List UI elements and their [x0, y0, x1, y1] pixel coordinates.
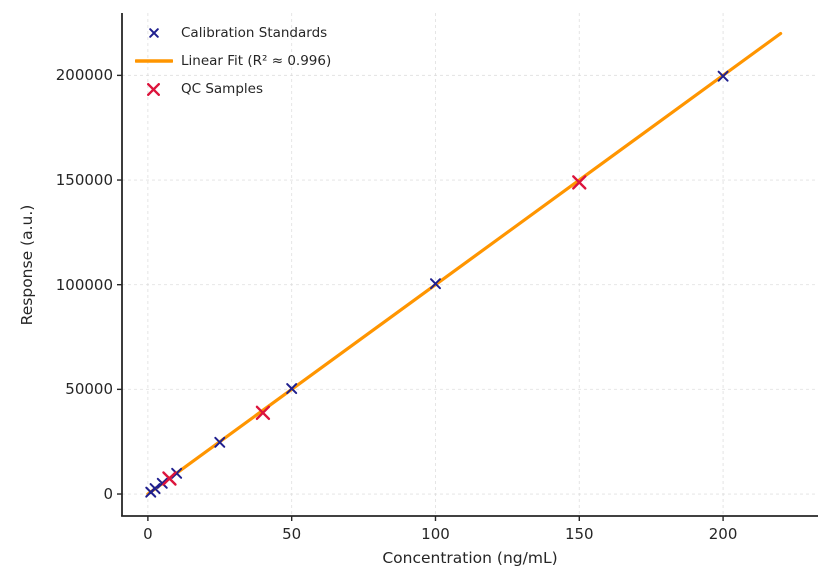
x-tick-label: 200	[708, 525, 738, 543]
calibration-point	[214, 436, 226, 448]
y-tick-label: 0	[103, 485, 113, 504]
legend-label: QC Samples	[181, 81, 263, 97]
calibration-point	[149, 483, 161, 495]
x-tick-label: 100	[421, 525, 450, 543]
qc-sample-point	[255, 405, 271, 421]
calibration-point	[717, 70, 729, 82]
calibration-point	[171, 467, 183, 479]
legend-x-marker-icon	[130, 28, 177, 38]
x-tick-label: 0	[143, 525, 153, 543]
legend-item-1: Linear Fit (R² ≈ 0.996)	[130, 47, 331, 75]
fit-line	[146, 31, 783, 496]
legend-item-0: Calibration Standards	[130, 19, 331, 47]
legend: Calibration Standards Linear Fit (R² ≈ 0.…	[130, 19, 331, 103]
qc-sample-point	[572, 175, 587, 190]
legend-line-sample	[130, 57, 177, 65]
legend-x-marker-icon	[130, 82, 177, 96]
calibration-point	[429, 278, 441, 290]
legend-item-2: QC Samples	[130, 75, 331, 103]
y-tick-label: 100000	[55, 275, 113, 294]
calibration-point	[286, 383, 298, 395]
legend-label: Calibration Standards	[181, 25, 328, 41]
calibration-point	[156, 477, 168, 489]
y-tick-label: 150000	[55, 171, 113, 190]
y-tick-label: 200000	[55, 66, 113, 85]
x-tick-label: 150	[564, 525, 594, 543]
qc-sample-point	[162, 471, 177, 486]
x-tick-label: 50	[282, 525, 302, 543]
x-axis-label: Concentration (ng/mL)	[382, 549, 558, 567]
y-axis-label: Response (a.u.)	[18, 204, 36, 326]
y-tick-label: 50000	[65, 380, 113, 399]
legend-label: Linear Fit (R² ≈ 0.996)	[181, 53, 332, 69]
